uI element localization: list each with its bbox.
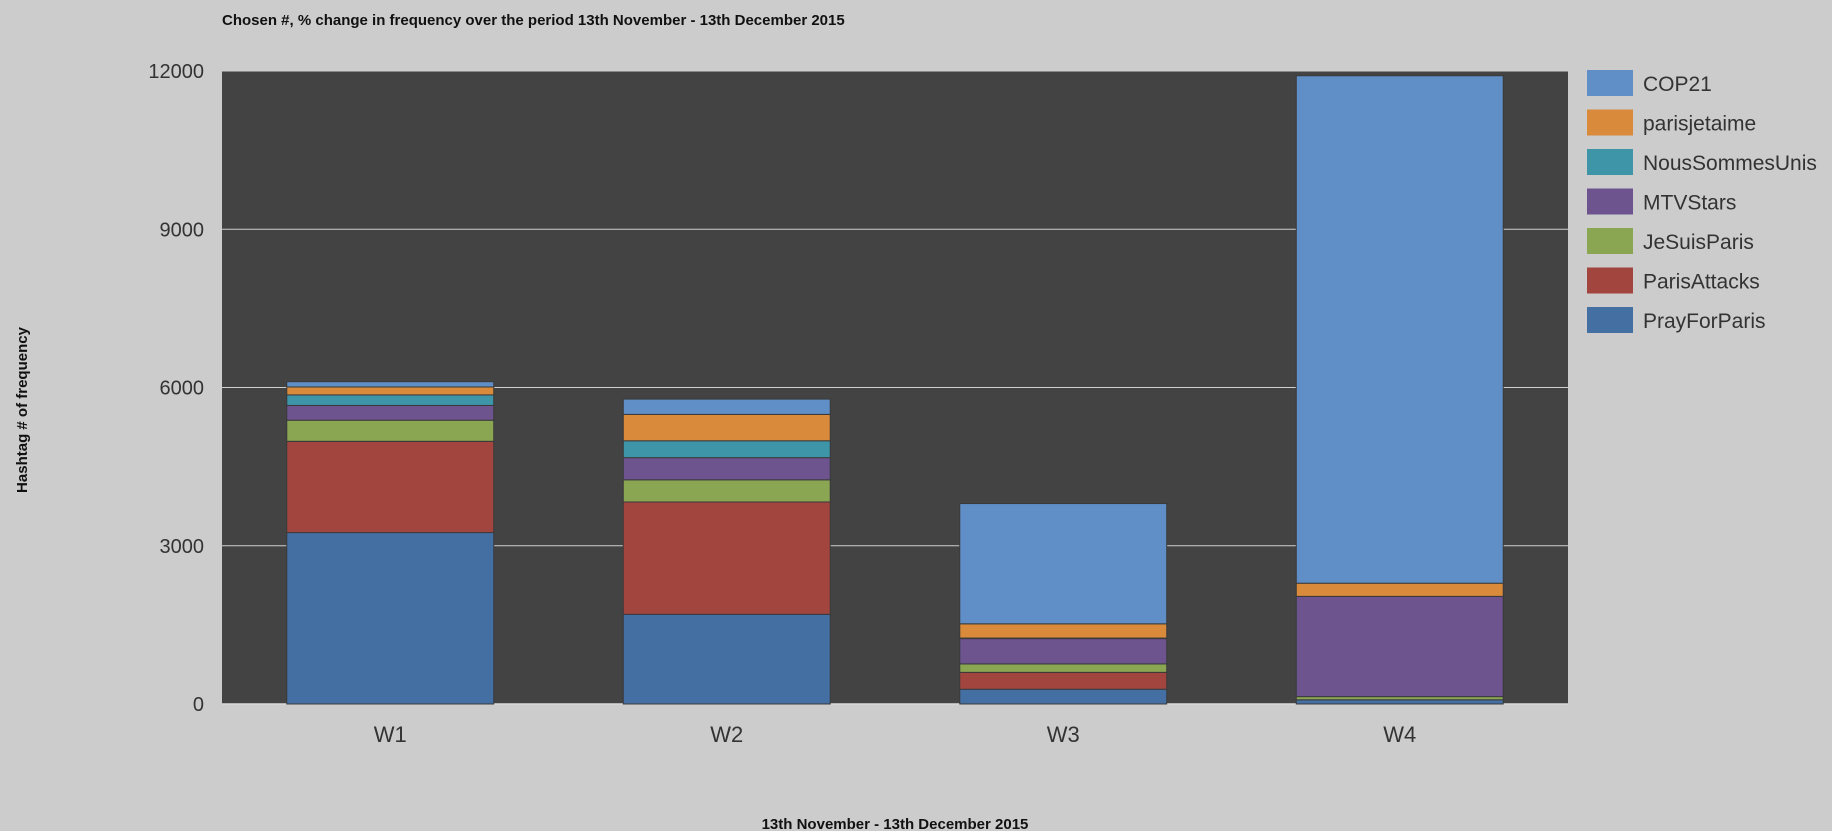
bar-segment-parisjetaime-w2 bbox=[622, 413, 831, 442]
legend-label-parisattacks: ParisAttacks bbox=[1643, 271, 1760, 294]
legend-label-mtvstars: MTVStars bbox=[1643, 192, 1736, 215]
bar-segment-jesuisparis-w2 bbox=[622, 479, 831, 503]
bars bbox=[286, 75, 1504, 705]
bar-segment-cop21-w2 bbox=[622, 398, 831, 415]
bar-segment-prayforparis-w1 bbox=[286, 532, 495, 705]
legend-swatch-prayforparis bbox=[1587, 307, 1633, 333]
legend-label-parisjetaime: parisjetaime bbox=[1643, 113, 1756, 136]
x-category-label: W1 bbox=[374, 722, 407, 747]
bar-segment-cop21-w1 bbox=[286, 381, 495, 388]
bar-segment-noussommesunis-w2 bbox=[622, 440, 831, 459]
bar-segment-jesuisparis-w3 bbox=[959, 663, 1168, 673]
y-tick-label: 12000 bbox=[148, 61, 204, 83]
legend-swatch-parisattacks bbox=[1587, 267, 1633, 294]
x-axis-categories: W1 W2 W3 W4 bbox=[374, 722, 1417, 747]
x-category-label: W3 bbox=[1047, 722, 1080, 747]
y-tick-label: 3000 bbox=[160, 536, 205, 558]
y-tick-label: 0 bbox=[193, 694, 204, 716]
bar-segment-mtvstars-w4 bbox=[1295, 595, 1504, 698]
legend-swatch-cop21 bbox=[1587, 70, 1633, 96]
bar-segment-prayforparis-w3 bbox=[959, 688, 1168, 705]
y-axis-ticks: 0 3000 6000 9000 12000 bbox=[148, 61, 204, 716]
y-tick-label: 6000 bbox=[160, 378, 205, 400]
bar-segment-parisjetaime-w4 bbox=[1295, 582, 1504, 597]
bar-segment-noussommesunis-w1 bbox=[286, 394, 495, 406]
legend-label-noussommesunis: NousSommesUnis bbox=[1643, 152, 1817, 175]
bar-segment-cop21-w4 bbox=[1295, 75, 1504, 584]
bar-segment-parisattacks-w2 bbox=[622, 501, 831, 615]
bar-segment-parisjetaime-w1 bbox=[286, 386, 495, 396]
bar-segment-parisjetaime-w3 bbox=[959, 623, 1168, 639]
legend-label-jesuisparis: JeSuisParis bbox=[1643, 231, 1754, 254]
legend-label-cop21: COP21 bbox=[1643, 73, 1712, 96]
bar-segment-parisattacks-w1 bbox=[286, 440, 495, 534]
chart-title: Chosen #, % change in frequency over the… bbox=[222, 12, 845, 29]
legend: COP21 parisjetaime NousSommesUnis MTVStars J… bbox=[1587, 70, 1817, 333]
bar-segment-mtvstars-w1 bbox=[286, 404, 495, 421]
bar-segment-prayforparis-w4 bbox=[1295, 699, 1504, 705]
bar-segment-prayforparis-w2 bbox=[622, 613, 831, 705]
bar-segment-mtvstars-w2 bbox=[622, 457, 831, 481]
bar-segment-mtvstars-w3 bbox=[959, 638, 1168, 665]
y-axis-title: Hashtag # of frequency bbox=[14, 326, 31, 493]
y-tick-label: 9000 bbox=[160, 219, 205, 241]
bar-segment-cop21-w3 bbox=[959, 503, 1168, 625]
x-category-label: W4 bbox=[1383, 722, 1416, 747]
x-axis-title: 13th November - 13th December 2015 bbox=[762, 816, 1029, 831]
legend-swatch-noussommesunis bbox=[1587, 149, 1633, 175]
bar-segment-jesuisparis-w1 bbox=[286, 419, 495, 442]
legend-label-prayforparis: PrayForParis bbox=[1643, 310, 1766, 333]
bar-segment-parisattacks-w3 bbox=[959, 671, 1168, 690]
x-category-label: W2 bbox=[710, 722, 743, 747]
legend-swatch-mtvstars bbox=[1587, 188, 1633, 215]
legend-swatch-jesuisparis bbox=[1587, 228, 1633, 254]
legend-swatch-parisjetaime bbox=[1587, 109, 1633, 136]
